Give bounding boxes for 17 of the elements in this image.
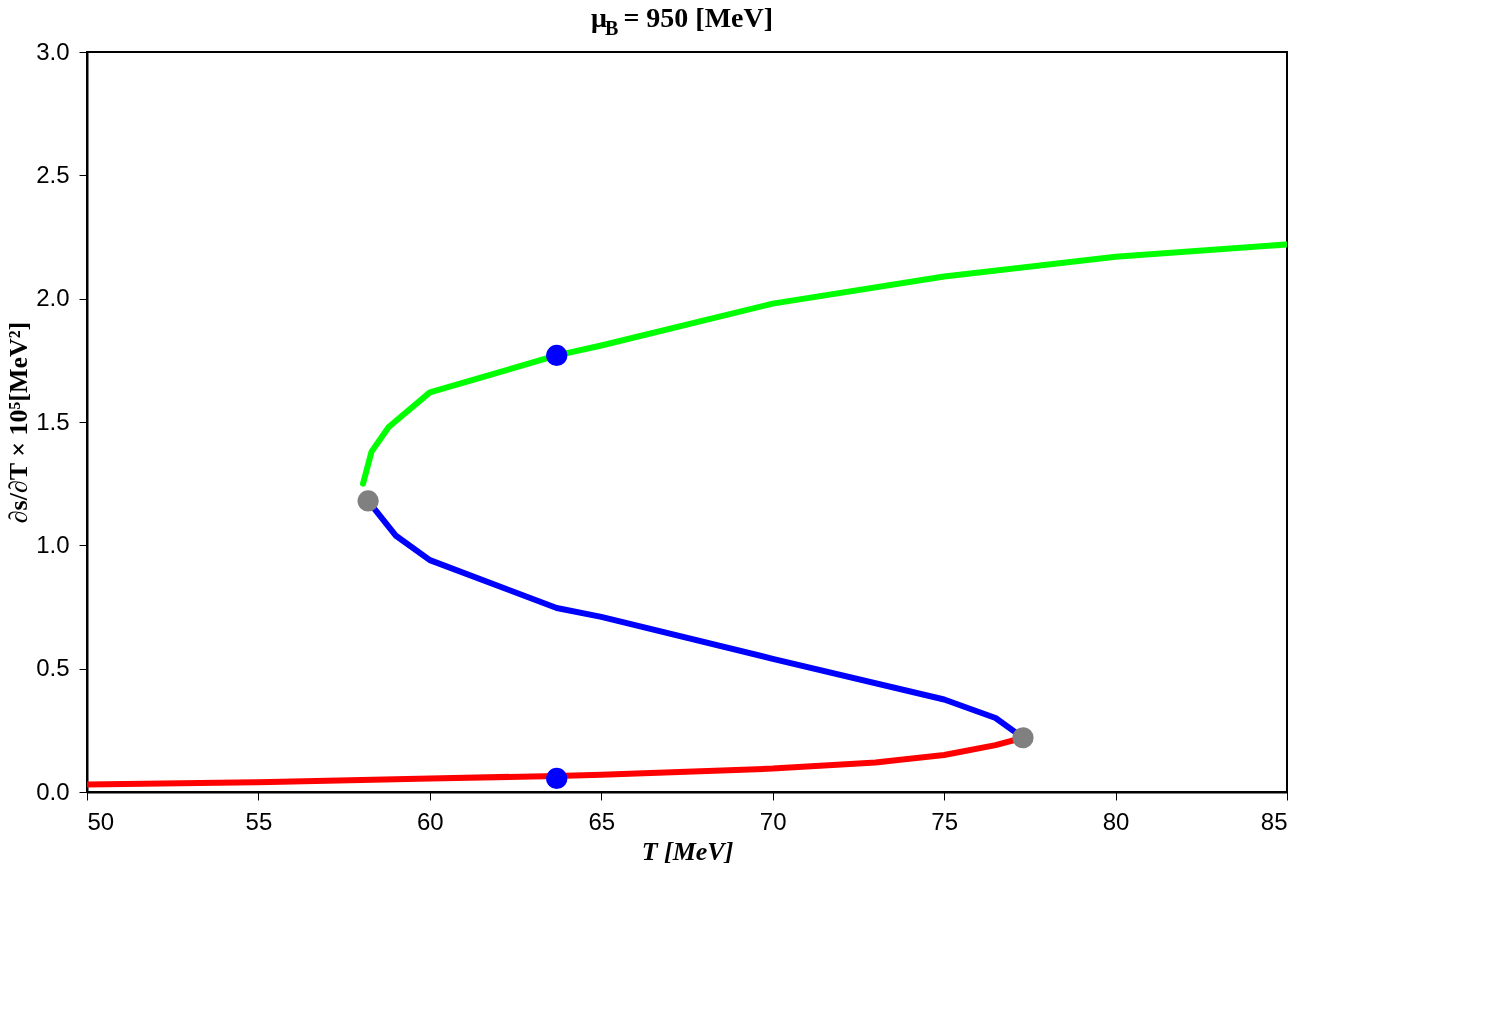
y-tick-label: 1.5 <box>36 407 70 435</box>
y-axis-title: ∂s/∂T × 10⁵[MeV²] <box>4 321 34 524</box>
y-tick-label: 3.0 <box>36 37 70 65</box>
y-tick-label: 2.5 <box>36 160 70 188</box>
y-tick-label: 2.0 <box>36 284 70 312</box>
x-tick-label: 55 <box>245 807 273 835</box>
x-tick-label: 65 <box>588 807 616 835</box>
x-tick-label: 75 <box>931 807 958 835</box>
y-tick-label: 1.0 <box>36 530 70 558</box>
y-tick-label: 0.5 <box>36 654 70 682</box>
x-tick-label: 85 <box>1260 807 1288 835</box>
x-axis-title: T [MeV] <box>641 836 734 866</box>
x-tick-label: 50 <box>87 807 115 835</box>
x-tick-label: 80 <box>1102 807 1130 835</box>
x-tick-label: 60 <box>417 807 444 835</box>
y-tick-label: 0.0 <box>36 777 70 805</box>
x-tick-label: 70 <box>759 807 787 835</box>
